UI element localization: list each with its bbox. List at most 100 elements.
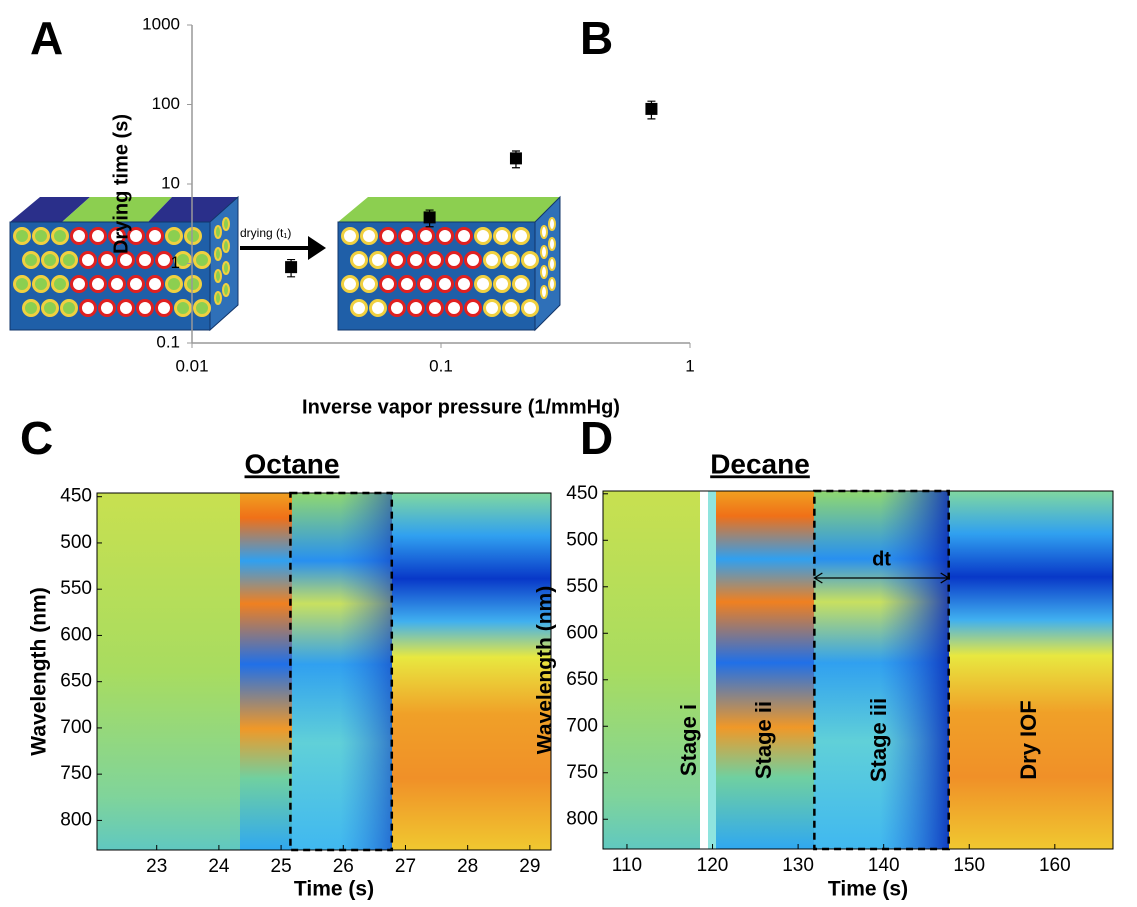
pore: [79, 251, 97, 269]
pore: [117, 251, 135, 269]
stage-label: Stage i: [676, 704, 701, 776]
pore: [174, 251, 192, 269]
pore: [98, 299, 116, 317]
pore: [214, 247, 222, 261]
stage-label: Stage iii: [866, 698, 891, 782]
y-tick-label: 550: [60, 578, 92, 599]
panel-label: B: [580, 12, 613, 64]
pore: [436, 227, 454, 245]
pore: [214, 269, 222, 283]
pore: [540, 265, 548, 279]
pore: [379, 227, 397, 245]
y-tick-label: 800: [60, 809, 92, 830]
pore: [165, 275, 183, 293]
pore: [341, 227, 359, 245]
pore: [193, 251, 211, 269]
pore: [369, 299, 387, 317]
x-axis-label: Inverse vapor pressure (1/mmHg): [302, 396, 620, 418]
pore: [136, 299, 154, 317]
pore: [79, 299, 97, 317]
pore: [136, 251, 154, 269]
heatmap-region: [603, 491, 700, 849]
stage-label: Dry IOF: [1016, 700, 1041, 779]
pore: [155, 299, 173, 317]
x-tick-label: 110: [612, 855, 642, 876]
panel-label: D: [580, 412, 613, 464]
pore: [155, 251, 173, 269]
pore: [540, 225, 548, 239]
heatmap-region: [880, 491, 949, 849]
pore: [521, 251, 539, 269]
pore: [108, 227, 126, 245]
heatmap-region: [340, 493, 392, 850]
pore: [548, 277, 556, 291]
pore: [398, 227, 416, 245]
y-tick-label: 450: [566, 483, 598, 504]
pore: [13, 275, 31, 293]
chart-title: Decane: [710, 448, 810, 479]
pore: [51, 275, 69, 293]
pore: [222, 283, 230, 297]
y-tick-label: 500: [60, 532, 92, 553]
y-tick-label: 0.1: [156, 332, 180, 351]
pore: [407, 299, 425, 317]
pore: [445, 299, 463, 317]
pore: [70, 275, 88, 293]
pore: [222, 261, 230, 275]
pore: [70, 227, 88, 245]
x-tick-label: 1: [685, 356, 694, 375]
pore: [483, 299, 501, 317]
arrow-head: [308, 236, 326, 260]
heatmap-image: [97, 491, 1113, 850]
plot-frame: [602, 490, 1114, 850]
x-tick-label: 24: [208, 856, 230, 877]
pore: [127, 227, 145, 245]
dt-arrow: [813, 572, 950, 584]
y-tick-label: 800: [566, 808, 598, 829]
pore: [417, 227, 435, 245]
y-tick-label: 650: [60, 671, 92, 692]
chart-title: Octane: [245, 448, 340, 479]
pore: [426, 251, 444, 269]
y-axis-label: Wavelength (nm): [28, 587, 51, 755]
annotations: Stage i Stage ii Stage iii Dry IOF: [676, 698, 1041, 782]
pore: [398, 275, 416, 293]
heatmap-region: [949, 491, 1113, 849]
point: [423, 211, 436, 224]
x-tick-label: 0.01: [175, 356, 208, 375]
heatmap-region: [97, 493, 240, 850]
pore: [41, 251, 59, 269]
y-tick-label: 550: [566, 576, 598, 597]
dt-label: dt: [872, 548, 891, 570]
y-tick-label: 650: [566, 669, 598, 690]
pores: [13, 217, 556, 317]
pore: [455, 227, 473, 245]
pore: [174, 299, 192, 317]
stage-label: Stage ii: [751, 701, 776, 779]
pore: [13, 227, 31, 245]
point: [509, 152, 522, 165]
pore: [474, 275, 492, 293]
heatmap-region: [240, 493, 292, 850]
pore: [214, 291, 222, 305]
y-tick-label: 1000: [142, 14, 180, 33]
pore: [360, 227, 378, 245]
pore: [51, 227, 69, 245]
x-tick-label: 25: [271, 856, 292, 877]
x-tick-label: 26: [333, 856, 354, 877]
pore: [222, 217, 230, 231]
pore: [521, 299, 539, 317]
pore: [388, 251, 406, 269]
x-tick-label: 27: [395, 856, 416, 877]
point: [285, 261, 298, 274]
pore: [165, 227, 183, 245]
y-tick-label: 750: [60, 763, 92, 784]
pore: [193, 299, 211, 317]
pore: [108, 275, 126, 293]
top-face: [338, 197, 560, 222]
pore: [146, 275, 164, 293]
pore: [445, 251, 463, 269]
pore: [350, 299, 368, 317]
top-face: [62, 197, 172, 222]
pore: [540, 285, 548, 299]
